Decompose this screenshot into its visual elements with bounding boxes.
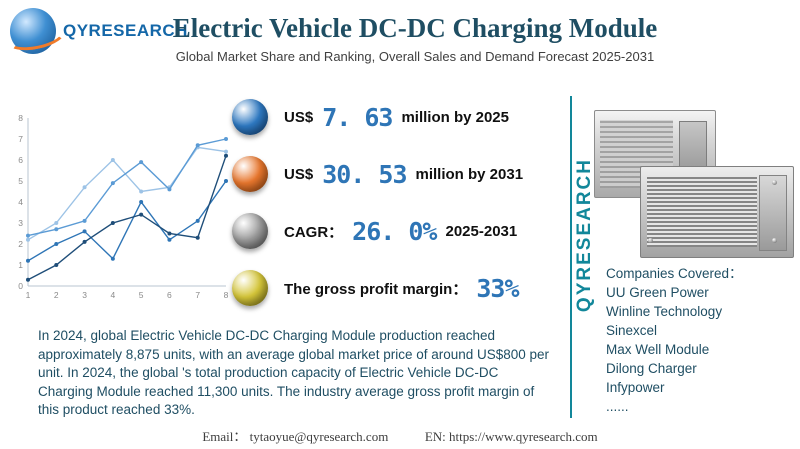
svg-text:5: 5 xyxy=(139,290,144,300)
svg-text:0: 0 xyxy=(18,281,23,291)
svg-text:7: 7 xyxy=(18,134,23,144)
key-stats: US$ 7. 63 million by 2025 US$ 30. 53 mil… xyxy=(232,98,528,307)
page-subtitle: Global Market Share and Ranking, Overall… xyxy=(175,49,655,64)
company-item: UU Green Power xyxy=(606,285,709,300)
header: Electric Vehicle DC-DC Charging Module G… xyxy=(90,12,740,64)
svg-text:8: 8 xyxy=(18,113,23,123)
svg-text:2: 2 xyxy=(54,290,59,300)
stat-row-cagr: CAGR： 26. 0% 2025-2031 xyxy=(232,212,528,250)
stat-row-2025-forecast: US$ 7. 63 million by 2025 xyxy=(232,98,528,136)
stat-value: 30. 53 xyxy=(322,159,407,189)
svg-text:1: 1 xyxy=(26,290,31,300)
companies-title: Companies Covered： xyxy=(606,266,743,281)
qyresearch-logo: QYRESEARCH xyxy=(10,8,188,54)
company-item: Sinexcel xyxy=(606,323,658,338)
website-url[interactable]: https://www.qyresearch.com xyxy=(449,429,598,444)
stat-suffix: million by 2025 xyxy=(401,108,509,126)
en-label: EN: xyxy=(424,429,446,444)
svg-text:1: 1 xyxy=(18,260,23,270)
stat-value: 33% xyxy=(476,273,519,303)
svg-text:4: 4 xyxy=(110,290,115,300)
stat-suffix: 2025-2031 xyxy=(445,222,518,240)
svg-text:7: 7 xyxy=(195,290,200,300)
email-address[interactable]: tytaoyue@qyresearch.com xyxy=(249,429,389,444)
page-title: Electric Vehicle DC-DC Charging Module xyxy=(172,13,658,43)
dcdc-module-large xyxy=(640,166,794,258)
screw-decoration xyxy=(648,238,653,243)
screw-decoration xyxy=(772,180,777,185)
svg-text:6: 6 xyxy=(167,290,172,300)
company-item: Max Well Module xyxy=(606,342,710,357)
globe-blue-icon xyxy=(232,99,268,135)
globe-yellow-icon xyxy=(232,270,268,306)
stat-prefix: The gross profit margin： xyxy=(284,280,468,298)
svg-text:8: 8 xyxy=(224,290,229,300)
svg-text:4: 4 xyxy=(18,197,23,207)
stat-text: The gross profit margin： 33% xyxy=(284,274,528,303)
stat-value: 7. 63 xyxy=(322,102,393,132)
stat-suffix: million by 2031 xyxy=(415,165,524,183)
stat-text: CAGR： 26. 0% 2025-2031 xyxy=(284,217,517,246)
svg-text:3: 3 xyxy=(82,290,87,300)
vertical-divider xyxy=(570,96,572,418)
summary-paragraph: In 2024, global Electric Vehicle DC-DC C… xyxy=(38,328,550,417)
svg-text:5: 5 xyxy=(18,176,23,186)
stat-prefix: US$ xyxy=(284,108,314,126)
screw-decoration xyxy=(772,238,777,243)
svg-text:3: 3 xyxy=(18,218,23,228)
stat-row-gross-margin: The gross profit margin： 33% xyxy=(232,269,528,307)
email-label: Email： xyxy=(202,429,247,444)
stat-prefix: CAGR： xyxy=(284,223,344,241)
stat-row-2031-forecast: US$ 30. 53 million by 2031 xyxy=(232,155,528,193)
globe-orange-icon xyxy=(232,156,268,192)
logo-globe-icon xyxy=(10,8,56,54)
svg-text:6: 6 xyxy=(18,155,23,165)
stat-prefix: US$ xyxy=(284,165,314,183)
company-item: ...... xyxy=(606,399,629,414)
stat-value: 26. 0% xyxy=(352,216,437,246)
company-item: Winline Technology xyxy=(606,304,723,319)
product-photo xyxy=(592,88,796,264)
globe-gray-icon xyxy=(232,213,268,249)
stat-text: US$ 30. 53 million by 2031 xyxy=(284,160,523,189)
footer: Email： tytaoyue@qyresearch.com EN: https… xyxy=(0,426,800,445)
logo-text: QYRESEARCH xyxy=(63,21,188,40)
company-item: Infypower xyxy=(606,380,665,395)
stat-text: US$ 7. 63 million by 2025 xyxy=(284,103,509,132)
company-item: Dilong Charger xyxy=(606,361,697,376)
svg-text:2: 2 xyxy=(18,239,23,249)
companies-covered: Companies Covered： UU Green Power Winlin… xyxy=(606,264,743,416)
